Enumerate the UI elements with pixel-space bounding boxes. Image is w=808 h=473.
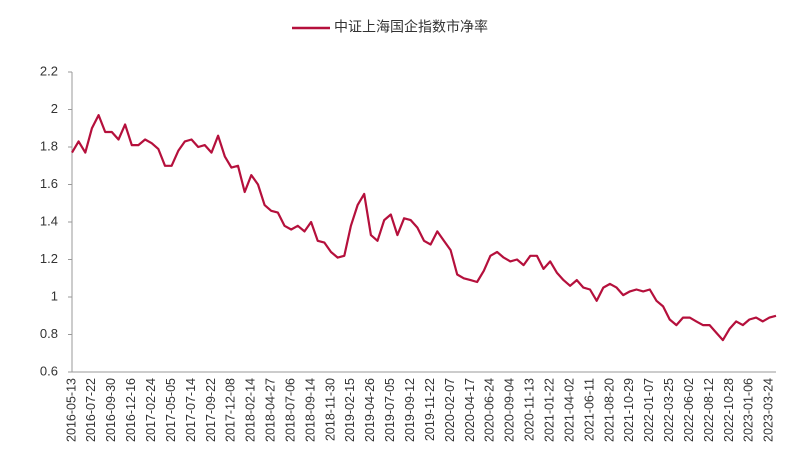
y-tick-label: 1.6 — [40, 176, 58, 191]
x-tick-label: 2017-02-24 — [144, 378, 158, 442]
x-tick-label: 2020-02-07 — [443, 378, 457, 442]
x-tick-label: 2022-01-07 — [642, 378, 656, 442]
y-tick-label: 1 — [51, 288, 58, 303]
x-tick-label: 2017-12-08 — [224, 378, 238, 442]
y-tick-label: 1.8 — [40, 138, 58, 153]
x-tick-label: 2020-04-17 — [463, 378, 477, 442]
x-tick-label: 2019-02-15 — [343, 378, 357, 442]
x-tick-label: 2021-01-22 — [542, 378, 556, 442]
x-tick-label: 2019-07-05 — [383, 378, 397, 442]
x-tick-label: 2022-06-02 — [682, 378, 696, 442]
x-tick-label: 2021-10-29 — [622, 378, 636, 442]
x-tick-label: 2017-09-22 — [204, 378, 218, 442]
x-tick-label: 2018-11-30 — [323, 378, 337, 441]
x-tick-label: 2019-11-22 — [423, 378, 437, 441]
x-tick-label: 2020-11-13 — [523, 378, 537, 441]
y-tick-label: 0.6 — [40, 363, 58, 378]
x-tick-label: 2019-09-12 — [403, 378, 417, 442]
y-tick-label: 2.2 — [40, 63, 58, 78]
y-tick-label: 0.8 — [40, 326, 58, 341]
x-tick-label: 2022-08-12 — [702, 378, 716, 442]
x-tick-label: 2017-07-14 — [184, 378, 198, 442]
legend-label: 中证上海国企指数市净率 — [334, 19, 488, 35]
x-tick-label: 2023-03-24 — [762, 378, 776, 442]
x-tick-label: 2022-10-28 — [722, 378, 736, 442]
x-tick-label: 2020-09-04 — [503, 378, 517, 442]
x-tick-label: 2016-12-16 — [124, 378, 138, 442]
x-tick-label: 2017-05-05 — [164, 378, 178, 442]
x-tick-label: 2018-04-27 — [264, 378, 278, 442]
x-tick-label: 2020-06-24 — [483, 378, 497, 442]
x-tick-label: 2019-04-26 — [363, 378, 377, 442]
x-tick-label: 2018-02-14 — [244, 378, 258, 442]
x-tick-label: 2016-05-13 — [64, 378, 78, 442]
x-tick-label: 2022-03-25 — [662, 378, 676, 442]
x-tick-label: 2018-07-06 — [283, 378, 297, 442]
x-tick-label: 2016-07-22 — [84, 378, 98, 442]
x-tick-label: 2016-09-30 — [104, 378, 118, 442]
x-tick-label: 2021-06-11 — [582, 378, 596, 441]
y-tick-label: 2 — [51, 101, 58, 116]
x-tick-label: 2021-08-20 — [602, 378, 616, 442]
x-tick-label: 2018-09-14 — [303, 378, 317, 442]
y-tick-label: 1.2 — [40, 251, 58, 266]
x-tick-label: 2021-04-02 — [562, 378, 576, 442]
y-tick-label: 1.4 — [40, 213, 58, 228]
x-tick-label: 2023-01-06 — [742, 378, 756, 442]
data-line — [71, 114, 777, 342]
